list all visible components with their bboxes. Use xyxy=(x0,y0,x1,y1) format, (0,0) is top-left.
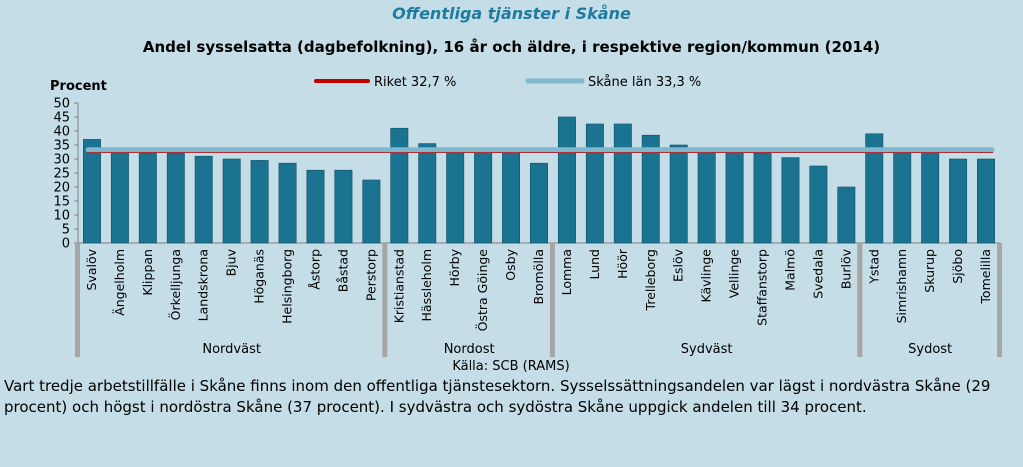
x-tick-label: Eslöv xyxy=(671,248,686,282)
region-group-label: Sydost xyxy=(908,342,952,357)
y-tick-label: 15 xyxy=(53,195,70,210)
reference-lines xyxy=(85,147,995,153)
y-tick-label: 0 xyxy=(62,237,70,252)
bar xyxy=(753,153,772,244)
bar xyxy=(977,158,995,244)
x-tick-label: Staffanstorp xyxy=(755,249,770,326)
x-tick-label: Svedala xyxy=(810,249,825,299)
x-tick-label: Burlöv xyxy=(838,248,853,289)
bar xyxy=(250,160,269,244)
bar xyxy=(83,139,101,244)
region-divider xyxy=(549,243,555,357)
bars xyxy=(83,116,995,244)
x-tick-label: Klippan xyxy=(140,249,155,296)
x-tick-label: Perstorp xyxy=(363,249,378,301)
bar xyxy=(585,123,604,244)
x-tick-label: Landskrona xyxy=(196,249,211,321)
x-tick-label: Lund xyxy=(587,249,602,280)
region-divider xyxy=(997,243,1002,357)
bar xyxy=(334,169,353,244)
x-tick-label: Simrishamn xyxy=(894,249,909,323)
x-tick-label: Höganäs xyxy=(252,249,267,304)
bar xyxy=(446,150,465,244)
bar xyxy=(194,155,213,244)
x-tick-label: Skurup xyxy=(922,249,937,293)
y-tick-label: 25 xyxy=(53,167,70,182)
x-tick-label: Kristianstad xyxy=(391,249,406,323)
x-tick-label: Hörby xyxy=(447,248,462,286)
bar xyxy=(138,153,157,244)
bar xyxy=(110,150,129,244)
bar xyxy=(837,186,856,244)
bar-chart: Procent Riket 32,7 % Skåne län 33,3 % 05… xyxy=(50,75,1002,374)
caption-text: Vart tredje arbetstillfälle i Skåne finn… xyxy=(4,377,991,416)
bar xyxy=(949,158,968,244)
x-tick-label: Osby xyxy=(503,248,518,280)
y-tick-label: 50 xyxy=(53,97,70,112)
bar xyxy=(362,179,381,244)
legend-label-riket: Riket 32,7 % xyxy=(374,75,456,90)
source-note: Källa: SCB (RAMS) xyxy=(452,359,569,374)
bar xyxy=(222,158,241,244)
bar xyxy=(474,150,493,244)
x-tick-label: Ystad xyxy=(866,249,881,285)
y-tick-label: 30 xyxy=(53,153,70,168)
bar xyxy=(390,127,409,244)
bar xyxy=(809,165,828,244)
x-tick-label: Bromölla xyxy=(531,249,546,305)
region-divider xyxy=(382,243,388,357)
bar xyxy=(893,150,912,244)
x-tick-label: Östra Göinge xyxy=(474,249,490,332)
legend: Riket 32,7 % Skåne län 33,3 % xyxy=(314,75,701,90)
region-group-label: Nordväst xyxy=(202,342,261,357)
y-axis-label: Procent xyxy=(50,79,107,94)
x-tick-label: Bjuv xyxy=(224,248,239,276)
bar xyxy=(697,150,716,244)
x-axis-labels: Svalöv Ängelholm Klippan Örkelljunga Landskr… xyxy=(84,248,993,331)
bar xyxy=(725,151,744,244)
x-tick-label: Hässleholm xyxy=(419,249,434,321)
legend-label-skane: Skåne län 33,3 % xyxy=(588,75,701,90)
x-tick-label: Helsingborg xyxy=(280,249,295,324)
bar xyxy=(166,153,185,244)
bar xyxy=(613,123,632,244)
y-tick-label: 5 xyxy=(62,223,70,238)
bar xyxy=(921,151,940,244)
x-tick-label: Ängelholm xyxy=(112,249,127,316)
bar xyxy=(781,157,800,244)
region-groups: Nordväst Nordost Sydväst Sydost xyxy=(75,243,1002,357)
x-tick-label: Malmö xyxy=(782,249,797,291)
bar xyxy=(306,169,325,244)
page-title: Offentliga tjänster i Skåne xyxy=(392,4,631,23)
x-tick-label: Vellinge xyxy=(727,249,742,299)
chart-subtitle: Andel sysselsatta (dagbefolkning), 16 år… xyxy=(142,38,881,56)
region-divider xyxy=(857,243,863,357)
bar xyxy=(557,116,576,244)
x-tick-label: Trelleborg xyxy=(643,249,658,311)
bar xyxy=(641,134,660,244)
x-tick-label: Svalöv xyxy=(84,248,99,290)
bar xyxy=(418,143,437,244)
y-tick-label: 35 xyxy=(53,139,70,154)
x-tick-label: Örkelljunga xyxy=(167,249,183,320)
bar xyxy=(502,150,521,244)
y-tick-label: 45 xyxy=(53,111,70,126)
bar xyxy=(530,162,548,244)
y-tick-label: 10 xyxy=(53,209,70,224)
region-divider xyxy=(75,243,80,357)
x-tick-label: Åstorp xyxy=(307,249,322,290)
y-tick-label: 20 xyxy=(53,181,70,196)
y-tick-label: 40 xyxy=(53,125,70,140)
bar xyxy=(278,162,297,244)
bar xyxy=(669,144,688,244)
x-tick-label: Lomma xyxy=(559,249,574,295)
x-tick-label: Båstad xyxy=(335,249,350,292)
x-tick-label: Höör xyxy=(615,248,630,279)
x-tick-label: Tomelilla xyxy=(978,249,993,305)
region-group-label: Sydväst xyxy=(681,342,733,357)
x-tick-label: Sjöbo xyxy=(950,249,965,284)
bar xyxy=(865,133,884,244)
region-group-label: Nordost xyxy=(444,342,495,357)
x-tick-label: Kävlinge xyxy=(699,249,714,303)
